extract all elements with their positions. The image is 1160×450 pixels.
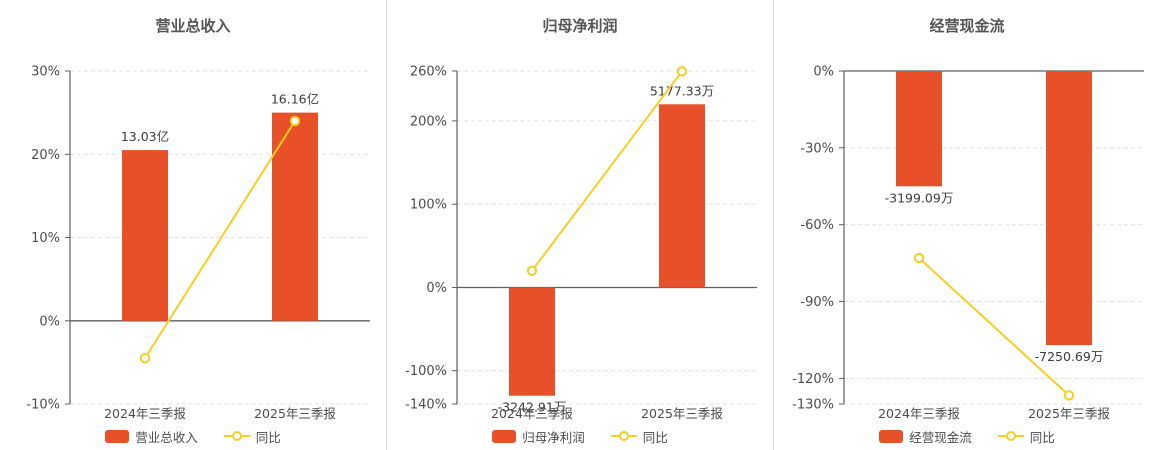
bar-value-label: 16.16亿: [271, 92, 319, 107]
y-tick-label: -120%: [792, 372, 834, 387]
y-tick-label: 260%: [410, 65, 447, 80]
legend-item-line[interactable]: 同比: [223, 427, 281, 446]
bar-value-label: -3199.09万: [885, 190, 954, 205]
trend-marker[interactable]: [1063, 390, 1075, 401]
cash-flow-chart: 0% -30% -60% -90% -120% -130% -3199.09万 -7250.6…: [792, 65, 1144, 421]
legend-line-label: 同比: [1029, 429, 1055, 445]
y-tick-label: 20%: [31, 148, 60, 163]
x-category-label: 2025年三季报: [1028, 406, 1110, 421]
bar[interactable]: [896, 71, 942, 187]
revenue-chart: 30% 20% 10% 0% -10% 13.03亿 16.16亿 2024年三季报 2025年…: [26, 65, 370, 421]
bar-legend-swatch: [879, 429, 904, 443]
y-tick-label: -100%: [405, 364, 447, 379]
legend-line-label: 同比: [255, 429, 281, 445]
y-tick-label: -140%: [405, 398, 447, 413]
line-legend-swatch: [997, 431, 1024, 442]
chart-legend: 归母净利润 同比: [387, 424, 773, 448]
bar[interactable]: [272, 112, 318, 321]
y-tick-label: -130%: [792, 398, 834, 413]
trend-marker[interactable]: [526, 265, 538, 277]
bar[interactable]: [1046, 71, 1092, 346]
trend-marker[interactable]: [676, 66, 688, 77]
y-tick-label: 0%: [813, 65, 834, 80]
x-category-label: 2025年三季报: [254, 406, 336, 421]
chart-legend: 营业总收入 同比: [0, 424, 386, 448]
chart-legend: 经营现金流 同比: [774, 424, 1160, 448]
y-tick-label: -10%: [26, 398, 60, 413]
bar-value-label: 5177.33万: [650, 83, 714, 98]
y-tick-label: 0%: [39, 314, 60, 329]
line-legend-swatch: [610, 431, 637, 442]
x-category-label: 2025年三季报: [641, 406, 723, 421]
trend-marker[interactable]: [289, 115, 301, 127]
net-profit-chart: 260% 200% 100% 0% -100% -140% -3242.91万 5177.33…: [405, 65, 757, 421]
bar[interactable]: [509, 287, 555, 396]
trend-line: [918, 257, 1070, 397]
bar-value-label: -3242.91万: [498, 400, 567, 415]
panel-revenue: 营业总收入 30% 20% 10% 0% -10% 13.03亿 16.16亿 2024年三季…: [0, 0, 387, 450]
x-category-label: 2024年三季报: [491, 406, 573, 421]
y-tick-label: -90%: [800, 295, 834, 310]
bar-legend-swatch: [105, 429, 130, 443]
chart-title: 经营现金流: [929, 17, 1005, 35]
y-tick-label: 30%: [31, 65, 60, 80]
legend-item-line[interactable]: 同比: [610, 427, 668, 446]
x-category-label: 2024年三季报: [104, 406, 186, 421]
trend-line: [531, 70, 683, 272]
legend-line-label: 同比: [642, 429, 668, 445]
legend-item-bar[interactable]: 归母净利润: [492, 427, 585, 446]
legend-bar-label: 营业总收入: [135, 429, 198, 445]
y-tick-label: 100%: [410, 198, 447, 213]
bar-value-label: -7250.69万: [1035, 349, 1104, 364]
trend-marker[interactable]: [913, 252, 925, 264]
y-tick-label: 0%: [426, 281, 447, 296]
legend-bar-label: 经营现金流: [909, 429, 972, 445]
trend-line: [144, 120, 296, 359]
legend-item-bar[interactable]: 经营现金流: [879, 427, 972, 446]
legend-bar-label: 归母净利润: [522, 429, 585, 445]
legend-item-bar[interactable]: 营业总收入: [105, 427, 198, 446]
bar-value-label: 13.03亿: [121, 129, 169, 144]
legend-item-line[interactable]: 同比: [997, 427, 1055, 446]
y-tick-label: -60%: [800, 218, 834, 233]
y-tick-label: 200%: [410, 114, 447, 129]
chart-title: 营业总收入: [155, 17, 231, 35]
chart-title: 归母净利润: [542, 17, 618, 35]
bar-legend-swatch: [492, 429, 517, 443]
y-tick-label: -30%: [800, 141, 834, 156]
panel-net-profit: 归母净利润 260% 200% 100% 0% -100% -140% -3242.91万 5…: [387, 0, 774, 450]
panel-cash-flow: 经营现金流 0% -30% -60% -90% -120% -130% -3199.09万 -…: [774, 0, 1160, 450]
trend-marker[interactable]: [139, 353, 151, 364]
line-legend-swatch: [223, 431, 250, 442]
y-tick-label: 10%: [31, 231, 60, 246]
x-category-label: 2024年三季报: [878, 406, 960, 421]
bar[interactable]: [122, 150, 168, 321]
bar[interactable]: [659, 104, 705, 288]
